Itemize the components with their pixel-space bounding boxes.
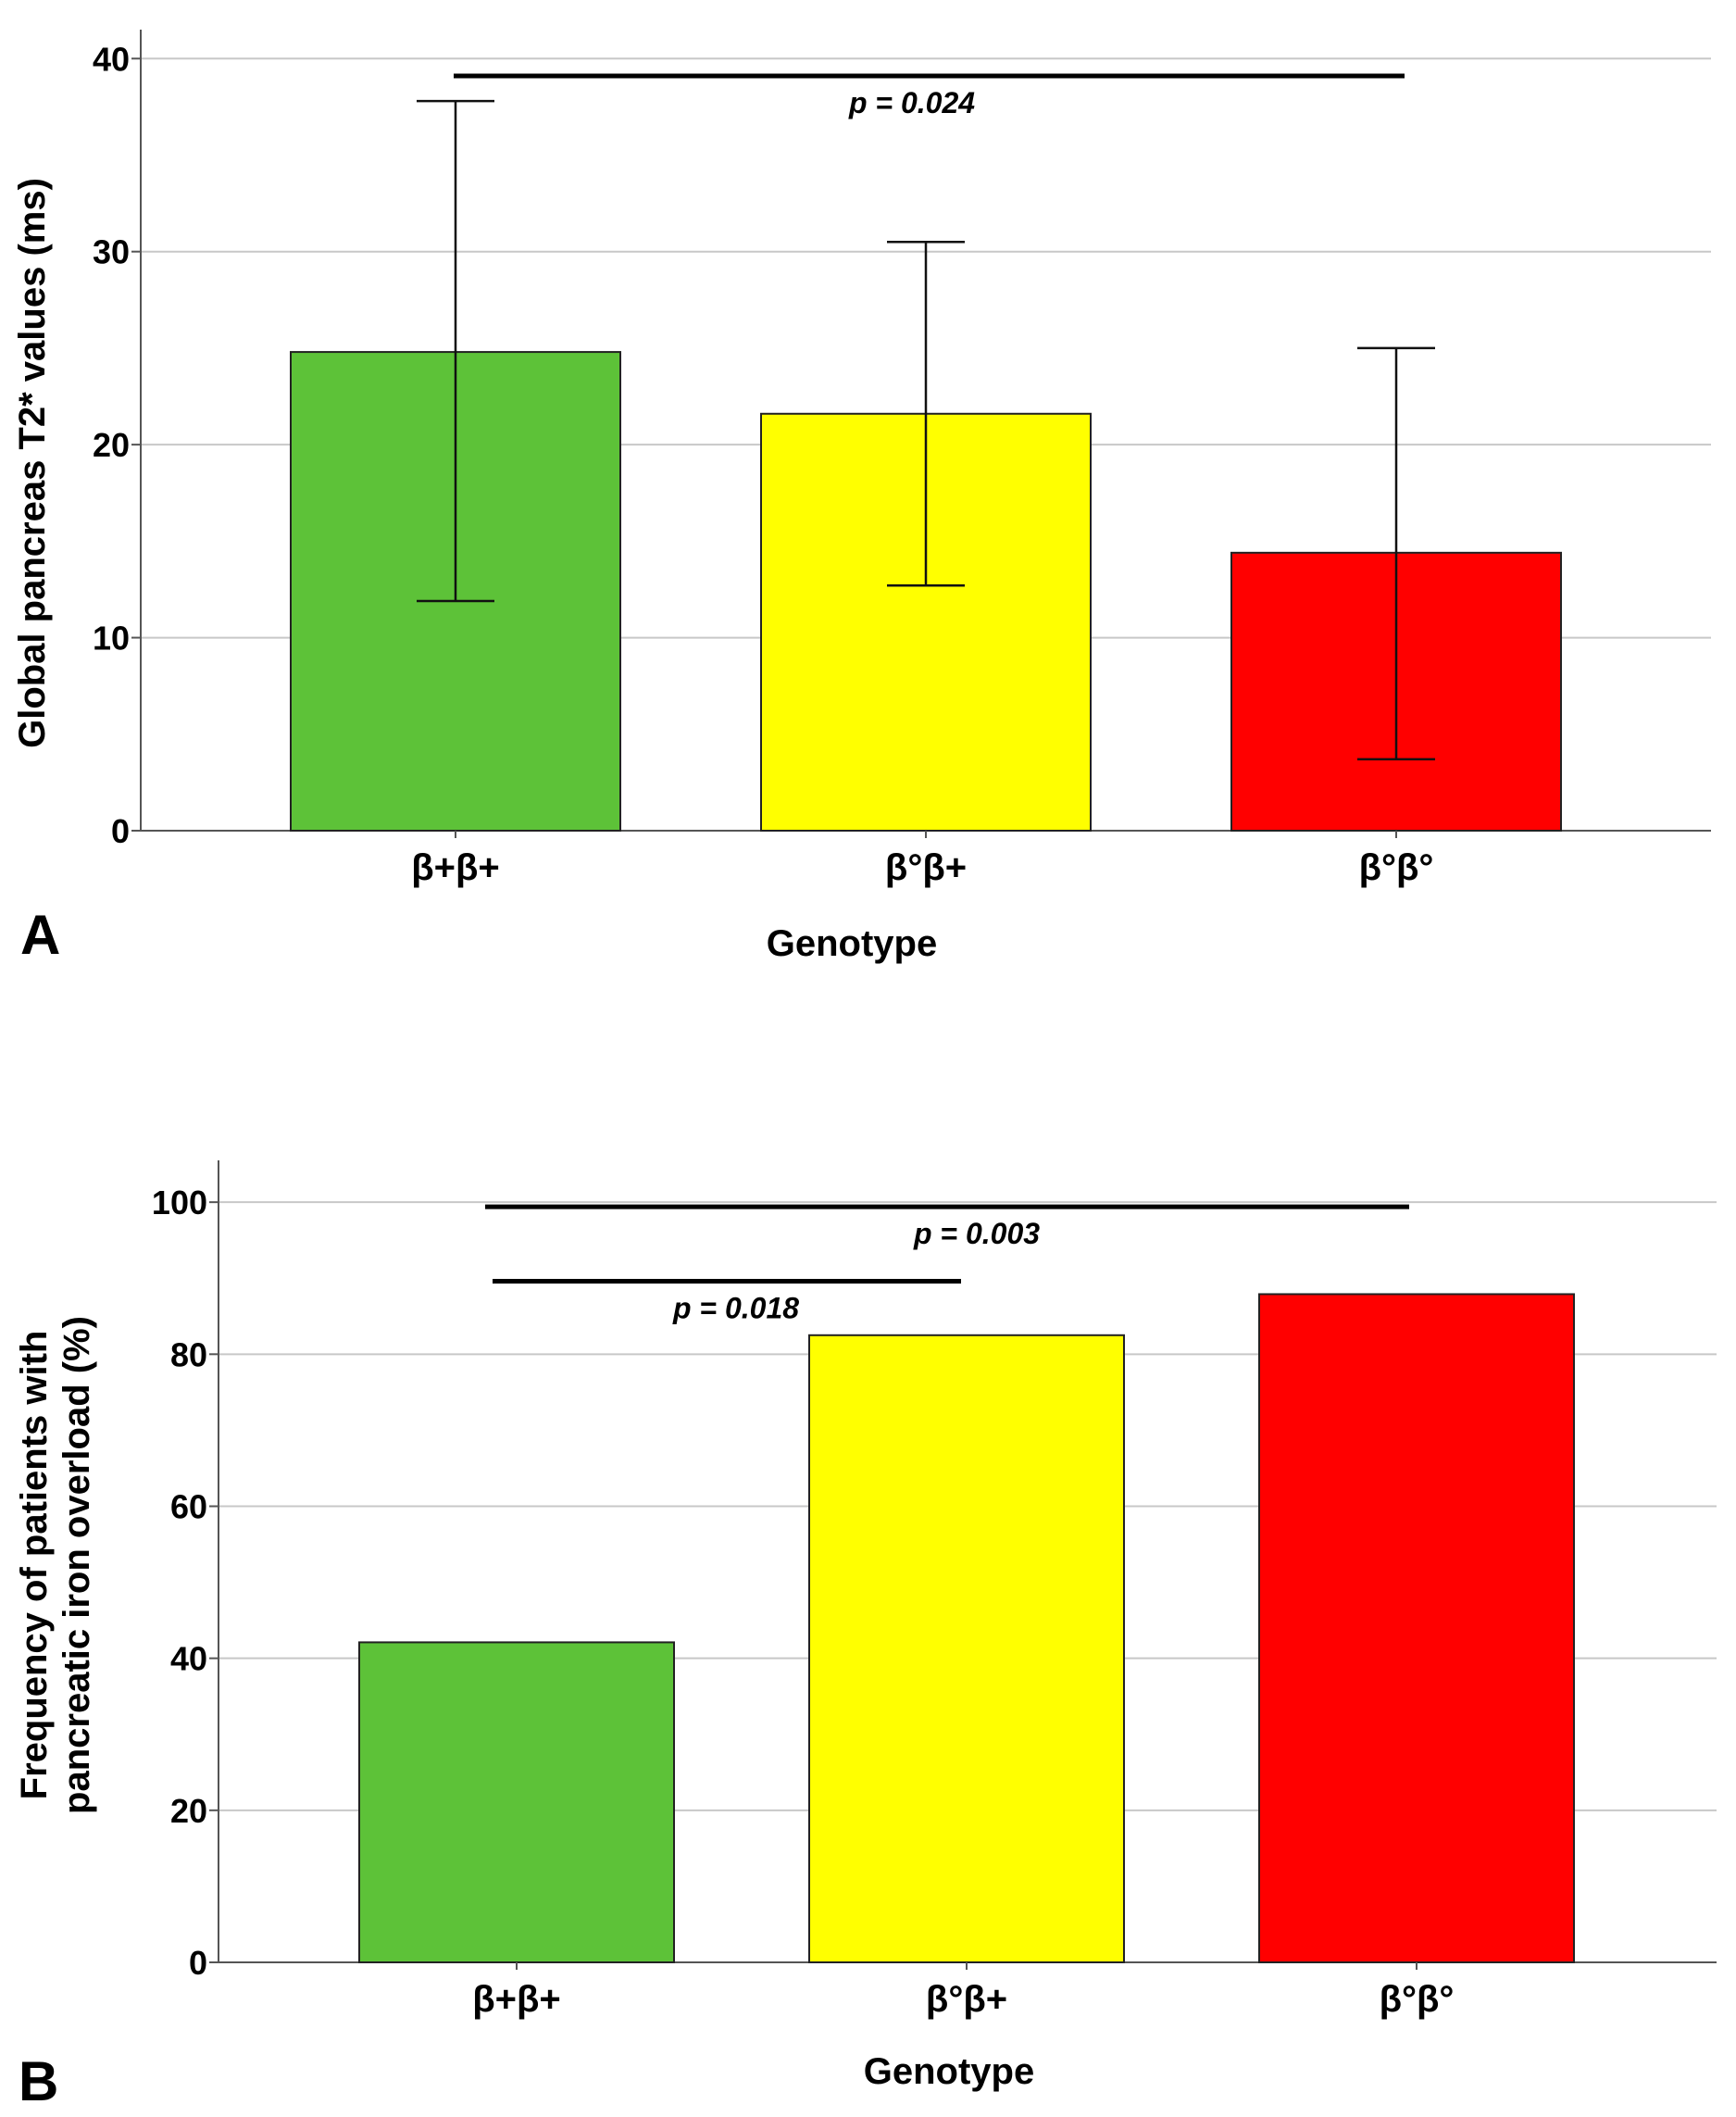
chart-panel-a: 0 10 20 30 40 β+β+ β°β+ β°β° p = 0.024 Genotype Gl… xyxy=(12,30,1711,966)
x-category-label: β°β+ xyxy=(926,1979,1007,2020)
x-category-label: β°β+ xyxy=(885,847,967,888)
panel-label: A xyxy=(20,904,60,966)
x-axis-label: Genotype xyxy=(864,2051,1034,2092)
y-tick-label: 20 xyxy=(93,426,130,464)
bar-2 xyxy=(808,1334,1125,1964)
y-tick-label: 30 xyxy=(93,233,130,271)
p-value-label: p = 0.018 xyxy=(672,1292,799,1325)
bar-3 xyxy=(1258,1293,1575,1963)
y-tick-label: 40 xyxy=(170,1640,207,1678)
x-category-label: β°β° xyxy=(1359,847,1434,888)
panel-label: B xyxy=(19,2050,58,2112)
y-axis-label: Global pancreas T2* values (ms) xyxy=(12,178,53,748)
p-value-label: p = 0.003 xyxy=(913,1217,1040,1250)
y-tick-label: 0 xyxy=(189,1944,207,1982)
y-tick-label: 10 xyxy=(93,620,130,658)
x-axis-label: Genotype xyxy=(767,923,937,964)
bar-1 xyxy=(358,1641,675,1964)
y-tick-label: 0 xyxy=(111,812,130,850)
x-category-label: β+β+ xyxy=(472,1979,561,2020)
chart-panel-b: 0 20 40 60 80 100 β+β+ β°β+ β°β° p = 0.003 p = 0.0… xyxy=(14,1160,1717,2112)
y-axis-label-line: Frequency of patients with xyxy=(14,1331,55,1800)
x-category-label: β°β° xyxy=(1380,1979,1455,2020)
y-axis-label: Frequency of patients withpancreatic iro… xyxy=(14,1316,97,1814)
y-tick-label: 20 xyxy=(170,1792,207,1830)
y-tick-label: 80 xyxy=(170,1335,207,1373)
y-tick-label: 40 xyxy=(93,40,130,78)
y-axis-label-line: pancreatic iron overload (%) xyxy=(56,1316,97,1814)
y-tick-label: 60 xyxy=(170,1487,207,1525)
x-category-label: β+β+ xyxy=(411,847,500,888)
p-value-label: p = 0.024 xyxy=(848,86,975,119)
y-tick-label: 100 xyxy=(152,1184,207,1221)
